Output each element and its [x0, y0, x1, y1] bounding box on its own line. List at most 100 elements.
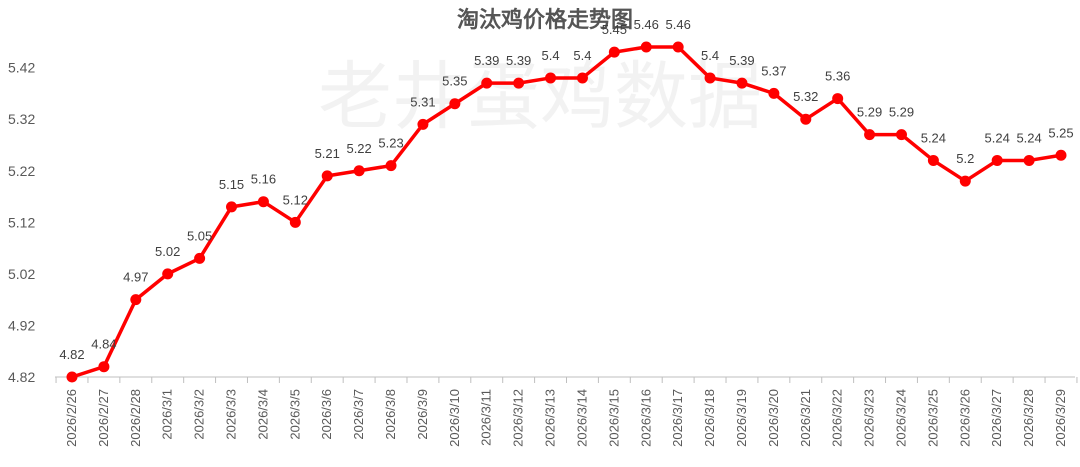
data-label: 5.15 [219, 177, 244, 192]
data-label: 5.36 [825, 69, 850, 84]
data-point [927, 154, 939, 166]
x-tick-label: 2026/3/20 [766, 389, 781, 447]
x-tick-label: 2026/2/26 [64, 389, 79, 447]
data-label: 4.82 [59, 347, 84, 362]
data-point [353, 165, 365, 177]
x-tick-label: 2026/3/11 [479, 389, 494, 446]
data-point [800, 113, 812, 125]
data-point [194, 252, 206, 264]
x-tick-label: 2026/3/1 [160, 389, 175, 440]
x-tick-label: 2026/3/26 [957, 389, 972, 447]
data-point [991, 154, 1003, 166]
x-tick-label: 2026/3/19 [734, 389, 749, 447]
data-point [768, 87, 780, 99]
data-label: 5.39 [729, 53, 754, 68]
data-label: 5.25 [1048, 125, 1073, 140]
x-tick-label: 2026/3/8 [383, 389, 398, 440]
data-point [672, 41, 684, 53]
data-point [162, 268, 174, 280]
data-point [98, 361, 110, 373]
x-tick-label: 2026/3/2 [192, 389, 207, 440]
y-tick-label: 5.12 [8, 214, 35, 230]
data-point [449, 98, 461, 110]
data-label: 5.46 [634, 17, 659, 32]
data-point [1055, 149, 1067, 161]
data-point [417, 118, 429, 130]
x-tick-label: 2026/3/25 [925, 389, 940, 447]
data-label: 5.12 [283, 192, 308, 207]
data-label: 5.05 [187, 228, 212, 243]
chart-axes: 4.82 4.92 5.02 5.12 5.22 5.32 5.42 2026/2/26 202… [8, 60, 1078, 447]
x-tick-label: 2026/3/28 [1021, 389, 1036, 447]
x-tick-label: 2026/3/29 [1053, 389, 1068, 447]
data-point [640, 41, 652, 53]
data-label: 5.35 [442, 74, 467, 89]
data-label: 5.24 [985, 130, 1010, 145]
data-point [513, 77, 525, 89]
x-tick-label: 2026/2/27 [96, 389, 111, 447]
data-point [736, 77, 748, 89]
data-point [895, 129, 907, 141]
data-label: 5.22 [346, 141, 371, 156]
chart-watermark: 老井蛋鸡数据 [318, 54, 762, 140]
data-label: 5.39 [506, 53, 531, 68]
x-tick-label: 2026/3/4 [255, 389, 270, 440]
x-tick-label: 2026/3/10 [447, 389, 462, 447]
data-point [959, 175, 971, 187]
data-label: 5.46 [666, 17, 691, 32]
data-label: 5.21 [315, 146, 340, 161]
data-point [864, 129, 876, 141]
data-point [832, 93, 844, 105]
data-label: 5.4 [573, 48, 591, 63]
x-tick-label: 2026/3/3 [224, 389, 239, 440]
x-tick-label: 2026/3/15 [606, 389, 621, 447]
data-label: 4.84 [91, 337, 116, 352]
data-label-layer: 4.82 4.84 4.97 5.02 5.05 5.15 5.16 5.12 5.21 5.22… [59, 17, 1073, 362]
data-label: 5.31 [410, 94, 435, 109]
x-tick-label: 2026/3/7 [351, 389, 366, 440]
data-label: 5.23 [378, 136, 403, 151]
x-tick-label: 2026/3/5 [287, 389, 302, 440]
x-tick-label: 2026/3/27 [989, 389, 1004, 447]
data-label: 5.37 [761, 63, 786, 78]
data-point [704, 72, 716, 84]
data-label: 5.16 [251, 172, 276, 187]
y-tick-label: 4.92 [8, 317, 35, 333]
y-tick-label: 5.02 [8, 266, 35, 282]
data-label: 4.97 [123, 270, 148, 285]
x-tick-label: 2026/3/21 [798, 389, 813, 447]
data-point [257, 196, 269, 208]
data-label: 5.2 [956, 151, 974, 166]
x-tick-label: 2026/3/22 [830, 389, 845, 447]
x-tick-label: 2026/3/6 [319, 389, 334, 440]
data-label: 5.29 [857, 105, 882, 120]
y-tick-label: 5.42 [8, 60, 35, 76]
data-point [385, 160, 397, 172]
data-label: 5.32 [793, 89, 818, 104]
data-label: 5.24 [1016, 130, 1041, 145]
data-label: 5.4 [701, 48, 719, 63]
y-tick-label: 5.22 [8, 163, 35, 179]
data-label: 5.45 [602, 22, 627, 37]
data-point [608, 46, 620, 58]
series-layer [66, 41, 1067, 383]
data-label: 5.4 [542, 48, 560, 63]
x-tick-label: 2026/2/28 [128, 389, 143, 447]
data-point [226, 201, 238, 213]
data-point [289, 216, 301, 228]
data-point [66, 371, 78, 383]
data-point [321, 170, 333, 182]
x-tick-label: 2026/3/13 [543, 389, 558, 447]
data-label: 5.02 [155, 244, 180, 259]
x-tick-label: 2026/3/18 [702, 389, 717, 447]
data-label: 5.29 [889, 105, 914, 120]
x-tick-label: 2026/3/12 [511, 389, 526, 447]
chart-title: 淘汰鸡价格走势图 [457, 7, 633, 33]
x-tick-label: 2026/3/9 [415, 389, 430, 440]
x-tick-label: 2026/3/23 [862, 389, 877, 447]
data-point [545, 72, 557, 84]
x-tick-label: 2026/3/16 [638, 389, 653, 447]
x-tick-label: 2026/3/14 [574, 389, 589, 447]
data-point [130, 294, 142, 306]
